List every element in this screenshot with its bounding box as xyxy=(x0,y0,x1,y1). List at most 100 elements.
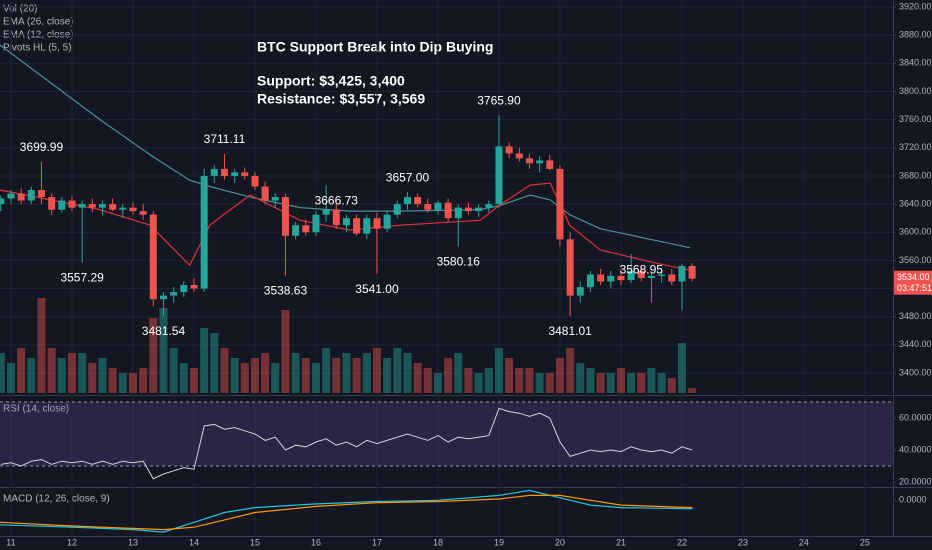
annotation: Support: $3,425, 3,400 xyxy=(257,73,405,89)
candle-body xyxy=(78,204,86,208)
candle-body xyxy=(536,160,544,164)
volume-bar xyxy=(57,358,66,393)
candle-body xyxy=(17,193,25,201)
volume-bar xyxy=(98,358,107,393)
legend-entry: EMA (26, close) xyxy=(3,17,74,28)
y-tick-label: 3920.00 xyxy=(899,1,932,11)
legend-entry: Vol (20) xyxy=(3,4,37,15)
volume-bar xyxy=(423,368,432,393)
y-tick-label: 3560.00 xyxy=(899,255,932,265)
pivot-label: 3666.73 xyxy=(315,193,359,207)
volume-bar xyxy=(494,348,503,393)
candle-body xyxy=(647,275,655,278)
candle-body xyxy=(444,202,452,219)
pivot-label: 3699.99 xyxy=(20,140,64,154)
volume-bar xyxy=(47,348,56,393)
x-tick-label: 12 xyxy=(67,537,77,547)
chart-title: BTC Support Break into Dip Buying xyxy=(257,39,493,55)
volume-bar xyxy=(17,348,26,393)
volume-bar xyxy=(67,353,76,393)
candle-body xyxy=(302,225,310,233)
volume-bar xyxy=(362,353,371,393)
volume-bar xyxy=(27,358,36,393)
candle-body xyxy=(566,239,574,296)
candle-body xyxy=(271,197,279,201)
volume-bar xyxy=(261,353,270,393)
y-tick-label: 3840.00 xyxy=(899,58,932,68)
x-tick-label: 15 xyxy=(250,537,260,547)
volume-bar xyxy=(647,368,656,393)
candle-body xyxy=(48,197,56,210)
annotation: Resistance: $3,557, 3,569 xyxy=(257,91,425,107)
pivot-label: 3711.11 xyxy=(204,132,246,146)
rsi-line xyxy=(0,407,693,480)
candle-body xyxy=(88,204,96,208)
volume-bar xyxy=(0,353,5,393)
volume-bar xyxy=(332,358,341,393)
candle-body xyxy=(597,274,605,282)
candle-body xyxy=(27,190,35,201)
volume-bar xyxy=(159,308,168,393)
y-tick-label: 3480.00 xyxy=(899,311,932,321)
volume-bar xyxy=(108,368,117,393)
candle-body xyxy=(637,270,645,278)
volume-bar xyxy=(240,363,249,393)
x-tick-label: 14 xyxy=(189,537,199,547)
candle-body xyxy=(363,218,371,234)
candle-body xyxy=(231,172,239,176)
volume-bar xyxy=(220,348,229,393)
ema-line xyxy=(0,182,691,271)
volume-bar xyxy=(627,373,636,393)
y-tick-label: 3880.00 xyxy=(899,30,932,40)
y-tick-label: 3800.00 xyxy=(899,86,932,96)
candle-body xyxy=(658,274,666,276)
candle-body xyxy=(485,204,493,208)
candle-body xyxy=(505,146,513,154)
candle-body xyxy=(627,270,635,281)
volume-bar xyxy=(688,388,697,393)
candle-body xyxy=(495,146,503,205)
volume-bar xyxy=(413,363,422,393)
volume-bar xyxy=(322,348,331,393)
volume-bar xyxy=(179,363,188,393)
volume-bar xyxy=(383,358,392,393)
macd-line xyxy=(0,494,693,531)
volume-bar xyxy=(403,353,412,393)
volume-bar xyxy=(149,318,158,393)
candle-body xyxy=(393,204,401,215)
candle-body xyxy=(37,190,45,198)
candle-body xyxy=(281,197,289,236)
volume-bar xyxy=(667,378,676,393)
volume-bar xyxy=(118,373,127,393)
candle-body xyxy=(688,266,696,279)
macd-line xyxy=(0,489,693,533)
candle-body xyxy=(607,275,615,282)
last-price-label: 3534.00 xyxy=(897,272,930,282)
rsi-band xyxy=(0,402,893,466)
volume-bar xyxy=(596,373,605,393)
pivot-label: 3538.63 xyxy=(264,284,308,298)
volume-bar xyxy=(535,373,544,393)
candle-body xyxy=(434,202,442,210)
volume-bar xyxy=(311,363,320,393)
volume-bar xyxy=(200,328,209,393)
candle-body xyxy=(129,207,137,212)
volume-bar xyxy=(78,353,87,393)
volume-bar xyxy=(271,363,280,393)
volume-bar xyxy=(505,358,514,393)
candle-body xyxy=(383,214,391,229)
pivot-label: 3541.00 xyxy=(355,282,399,296)
candle-body xyxy=(7,193,15,199)
volume-bar xyxy=(352,358,361,393)
candle-body xyxy=(454,207,462,219)
x-tick-label: 25 xyxy=(860,537,870,547)
candle-body xyxy=(332,209,340,226)
candle-body xyxy=(241,172,249,176)
candle-body xyxy=(414,197,422,205)
candle-body xyxy=(220,168,228,176)
volume-bar xyxy=(88,363,97,393)
candle-body xyxy=(0,198,5,205)
volume-bar xyxy=(637,373,646,393)
